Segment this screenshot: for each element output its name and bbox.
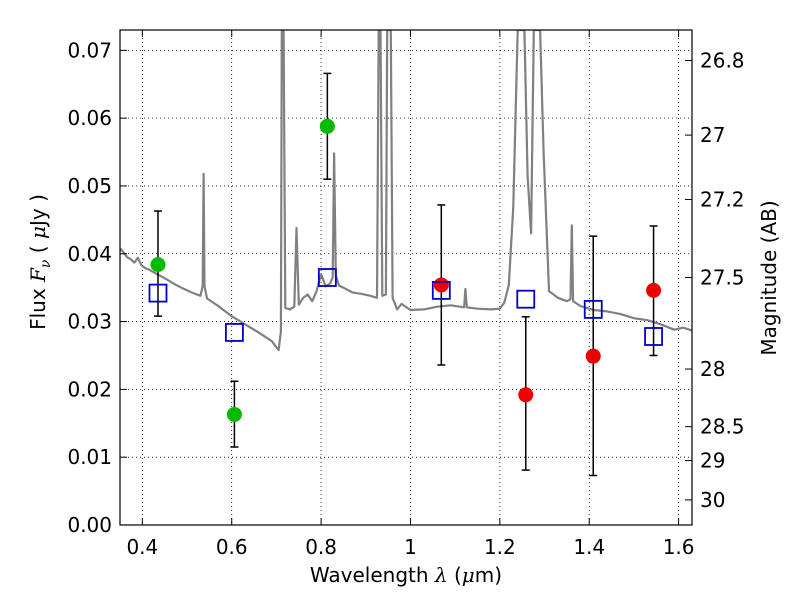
data-point <box>319 118 335 134</box>
ticks: 0.4 0.6 0.8 1 1.2 1.4 1.6 0.00 0.01 0.02 0.03 0.04 0… <box>67 30 745 559</box>
y2-tick-label: 28.5 <box>700 415 745 439</box>
y-tick-label: 0.03 <box>67 310 112 334</box>
model-square <box>148 283 168 303</box>
y2-tick-label: 28 <box>700 357 725 381</box>
x-tick-label: 1.2 <box>484 535 516 559</box>
y-tick-label: 0.07 <box>67 38 112 62</box>
data-point <box>433 277 449 293</box>
y2-tick-label: 30 <box>700 488 725 512</box>
model-square <box>224 323 244 342</box>
data-point <box>585 348 601 364</box>
y2-tick-label: 29 <box>700 449 725 473</box>
y2-tick-label: 27 <box>700 123 725 147</box>
y2-axis-label: Magnitude (AB) <box>757 200 781 355</box>
spectrum-layer <box>120 30 692 352</box>
x-tick-label: 0.6 <box>216 535 248 559</box>
x-axis-label-unit-open: ( <box>448 563 462 587</box>
x-axis-label: Wavelength λ (μm) <box>310 563 502 587</box>
x-tick-label: 1 <box>404 535 417 559</box>
data-point <box>646 282 662 298</box>
x-tick-label: 0.4 <box>126 535 158 559</box>
markers <box>148 118 663 422</box>
y-tick-label: 0.00 <box>67 513 112 537</box>
model-square <box>644 327 663 346</box>
model-square <box>516 289 536 309</box>
y-axis-label-prefix: Flux <box>26 288 50 330</box>
x-axis-label-unit-mu: μ <box>462 563 475 587</box>
y-axis-label: Flux Fν ( μJy ) <box>26 194 54 330</box>
y-tick-label: 0.05 <box>67 174 112 198</box>
model-square <box>317 268 337 287</box>
model-square <box>583 299 603 319</box>
y2-tick-label: 27.5 <box>700 266 745 290</box>
x-tick-label: 1.6 <box>663 535 695 559</box>
y-axis-label-unit-rest: Jy ) <box>26 194 50 228</box>
x-axis-label-unit-rest: m) <box>475 563 502 587</box>
y2-tick-label: 26.8 <box>700 49 745 73</box>
x-axis-label-symbol: λ <box>434 563 448 587</box>
y-tick-label: 0.02 <box>67 377 112 401</box>
data-point <box>150 257 166 273</box>
y-axis-label-unit-open: ( <box>26 239 50 253</box>
x-axis-label-prefix: Wavelength <box>310 563 429 587</box>
spectrum-line <box>120 30 692 352</box>
y-tick-label: 0.01 <box>67 445 112 469</box>
model-square <box>431 280 451 300</box>
x-tick-label: 0.8 <box>305 535 337 559</box>
data-point <box>226 406 242 422</box>
y-tick-label: 0.04 <box>67 242 112 266</box>
data-point <box>518 387 534 403</box>
y2-tick-label: 27.2 <box>700 188 745 212</box>
y-axis-label-unit-mu: μ <box>26 226 50 239</box>
y-axis-label-symbol: F <box>26 267 50 283</box>
x-tick-label: 1.4 <box>573 535 605 559</box>
y-axis-label-subscript: ν <box>38 259 54 268</box>
y-tick-label: 0.06 <box>67 106 112 130</box>
